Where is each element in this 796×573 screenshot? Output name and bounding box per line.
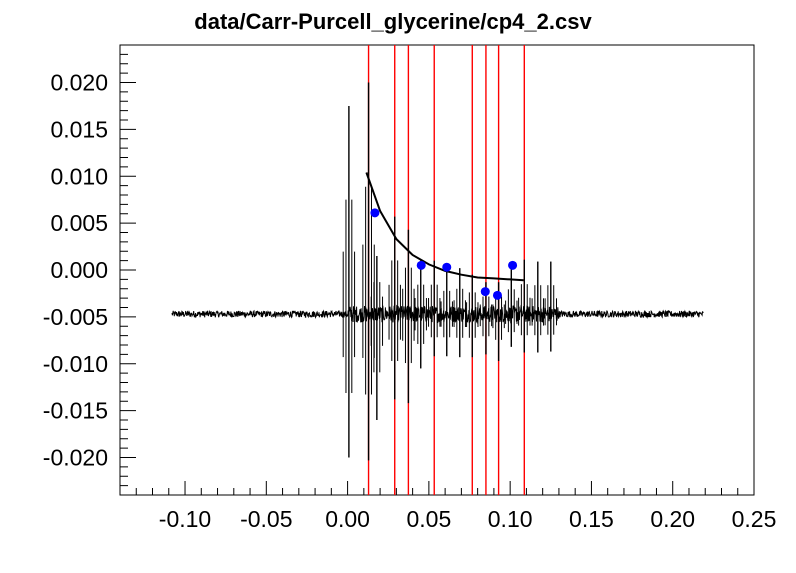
y-tick-label: -0.005 (43, 304, 108, 330)
x-tick-label: 0.25 (732, 506, 777, 532)
y-tick-label: 0.015 (50, 116, 108, 142)
data-point (492, 290, 502, 300)
data-point (442, 262, 452, 272)
y-axis: -0.020 -0.015 -0.010 -0.005 0.000 0.005 0.010 0… (43, 44, 136, 496)
y-tick-label: -0.015 (43, 398, 108, 424)
data-point (416, 260, 426, 270)
noise-trace (171, 304, 704, 324)
x-tick-label: 0.00 (325, 506, 370, 532)
y-tick-label: 0.000 (50, 257, 108, 283)
x-tick-label: 0.20 (650, 506, 695, 532)
x-tick-label: 0.15 (569, 506, 614, 532)
x-tick-label: -0.05 (240, 506, 292, 532)
y-tick-label: -0.010 (43, 351, 108, 377)
data-point (370, 208, 380, 218)
x-axis: -0.10 -0.05 0.00 0.05 0.10 0.15 0.20 0.25 (119, 481, 777, 532)
plot-frame (119, 44, 755, 496)
chart-title: data/Carr-Purcell_glycerine/cp4_2.csv (194, 9, 592, 34)
y-tick-label: 0.020 (50, 70, 108, 96)
data-markers (370, 208, 518, 300)
y-tick-label: 0.005 (50, 210, 108, 236)
x-tick-label: 0.05 (406, 506, 451, 532)
data-point (508, 260, 518, 270)
y-tick-label: -0.020 (43, 445, 108, 471)
y-tick-label: 0.010 (50, 163, 108, 189)
data-point (480, 287, 490, 297)
x-tick-label: 0.10 (488, 506, 533, 532)
x-tick-label: -0.10 (159, 506, 211, 532)
signal-trace (171, 82, 704, 461)
